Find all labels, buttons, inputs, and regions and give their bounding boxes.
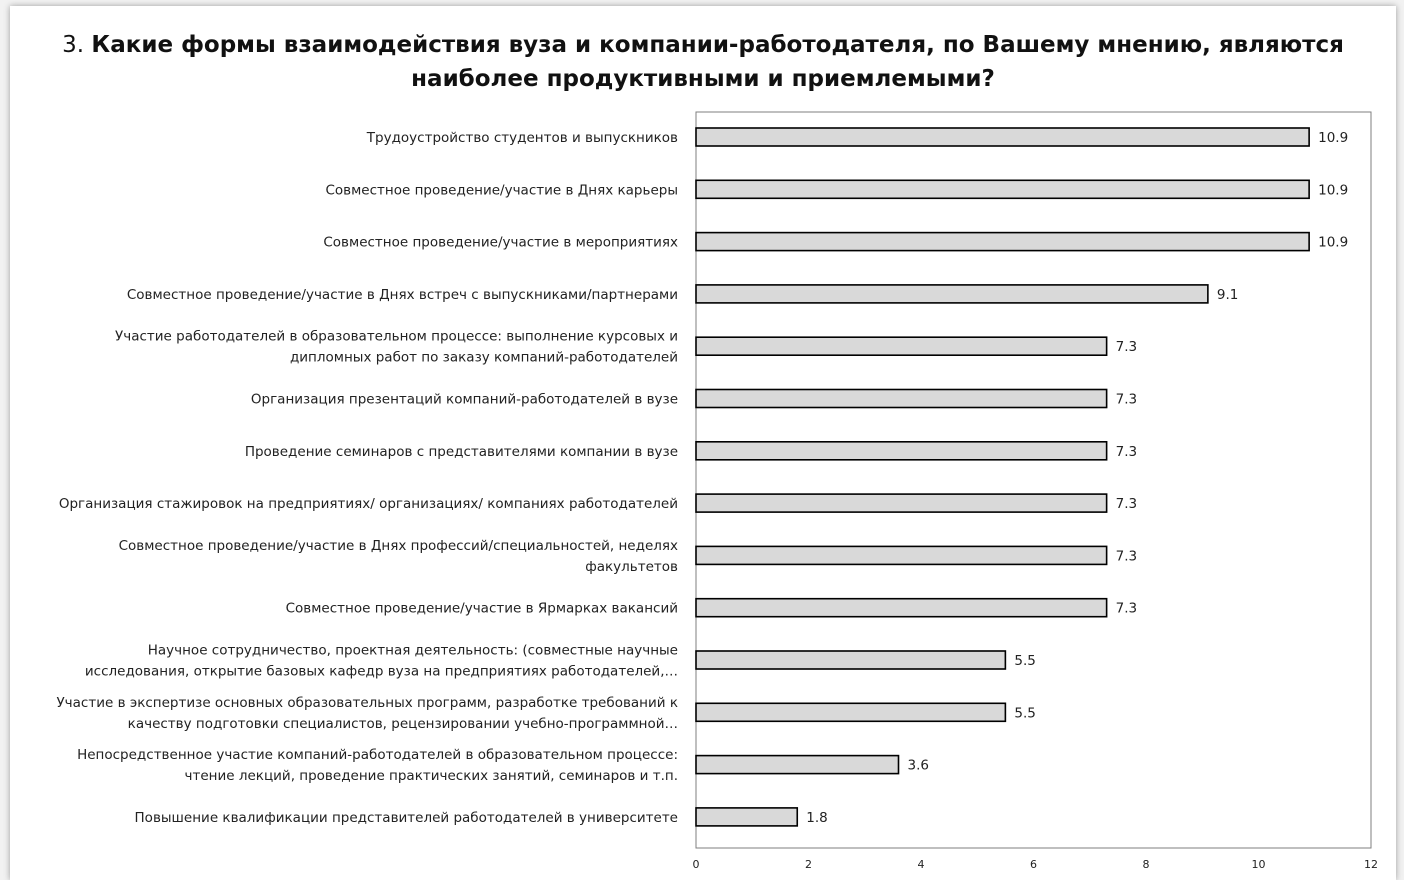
- chart-sheet: 3. Какие формы взаимодействия вуза и ком…: [10, 6, 1396, 880]
- value-label: 7.3: [1116, 601, 1137, 617]
- value-label: 7.3: [1116, 496, 1137, 512]
- category-label: Совместное проведение/участие в Днях кар…: [325, 182, 678, 198]
- category-label: Совместное проведение/участие в Ярмарках…: [286, 601, 678, 617]
- category-label: Проведение семинаров с представителями к…: [245, 444, 678, 460]
- bar: [695, 231, 1310, 252]
- x-tick-label: 2: [805, 858, 812, 871]
- value-label: 5.5: [1014, 705, 1035, 721]
- bar: [695, 807, 799, 827]
- bar: [695, 597, 1108, 618]
- bar: [695, 336, 1108, 357]
- value-label: 9.1: [1217, 287, 1238, 303]
- value-label: 1.8: [806, 810, 827, 826]
- category-label: Непосредственное участие компаний-работо…: [77, 747, 678, 763]
- value-label: 7.3: [1116, 392, 1137, 408]
- value-label: 7.3: [1116, 339, 1137, 355]
- bar: [695, 493, 1108, 513]
- category-label: Совместное проведение/участие в Днях про…: [119, 538, 678, 554]
- value-label: 3.6: [908, 758, 929, 774]
- bar: [695, 127, 1310, 147]
- value-label: 5.5: [1014, 653, 1035, 669]
- bar: [695, 388, 1108, 409]
- category-labels-group: Трудоустройство студентов и выпускников С…: [56, 130, 678, 826]
- value-label: 7.3: [1116, 444, 1137, 460]
- plot-frame: [695, 111, 1372, 849]
- x-tick-label: 4: [918, 858, 925, 871]
- category-label: Участие работодателей в образовательном …: [115, 329, 678, 345]
- category-label: Организация презентаций компаний-работод…: [251, 392, 678, 408]
- chart-title-question: Какие формы взаимодействия вуза и компан…: [91, 32, 1344, 92]
- x-tick-label: 8: [1143, 858, 1150, 871]
- chart-title: 3. Какие формы взаимодействия вуза и ком…: [10, 28, 1396, 96]
- value-label: 10.9: [1318, 182, 1348, 198]
- category-label: факультетов: [585, 559, 678, 575]
- category-label: чтение лекций, проведение практических з…: [185, 768, 678, 784]
- category-label: Совместное проведение/участие в Днях вст…: [127, 287, 678, 303]
- category-label: Участие в экспертизе основных образовате…: [56, 695, 678, 711]
- x-axis-ticks-group: 0 2 4 6 8 10 12: [693, 858, 1379, 871]
- value-label: 10.9: [1318, 235, 1348, 251]
- category-label: качеству подготовки специалистов, реценз…: [128, 716, 678, 732]
- bar: [695, 440, 1108, 461]
- x-tick-label: 12: [1364, 858, 1378, 871]
- category-label: Повышение квалификации представителей ра…: [135, 810, 678, 826]
- category-label: Трудоустройство студентов и выпускников: [366, 130, 678, 146]
- bar: [695, 754, 900, 775]
- bar: [695, 284, 1209, 304]
- category-label: исследования, открытие базовых кафедр ву…: [85, 664, 678, 680]
- x-tick-label: 10: [1252, 858, 1266, 871]
- value-label: 10.9: [1318, 130, 1348, 146]
- bar-chart: Трудоустройство студентов и выпускников С…: [56, 111, 1379, 871]
- x-tick-label: 0: [693, 858, 700, 871]
- bar: [695, 650, 1007, 670]
- value-label: 7.3: [1116, 548, 1137, 564]
- bar: [695, 702, 1007, 723]
- bars-group: [695, 127, 1310, 827]
- x-tick-label: 6: [1030, 858, 1037, 871]
- bar: [695, 179, 1310, 200]
- plot-area: [695, 111, 1372, 849]
- chart-title-number: 3.: [62, 32, 85, 58]
- category-label: дипломных работ по заказу компаний-работ…: [290, 350, 678, 366]
- value-labels-group: 10.9 10.9 10.9 9.1 7.3 7.3 7.3 7.3 7.3 7.3 5.5 5.5 3…: [806, 130, 1348, 826]
- category-label: Совместное проведение/участие в мероприя…: [323, 235, 678, 251]
- category-label: Организация стажировок на предприятиях/ …: [59, 496, 678, 512]
- bar: [695, 545, 1108, 566]
- category-label: Научное сотрудничество, проектная деятел…: [148, 643, 678, 659]
